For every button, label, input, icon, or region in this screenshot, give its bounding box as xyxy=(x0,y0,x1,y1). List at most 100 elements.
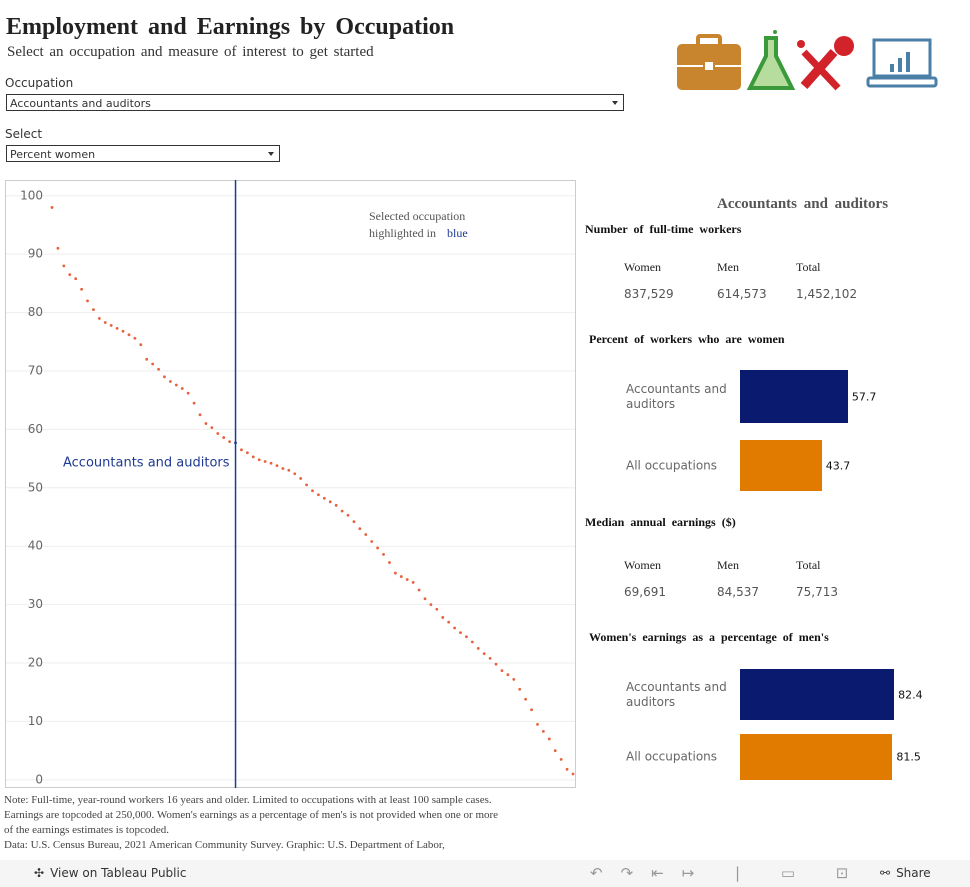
point xyxy=(435,607,439,611)
point xyxy=(151,362,155,366)
point xyxy=(287,468,291,472)
table-cell: 84,537 xyxy=(717,585,759,599)
note: Note: Full-time, year-round workers 16 y… xyxy=(4,794,499,836)
point xyxy=(97,317,101,320)
bar-label: All occupations xyxy=(626,749,718,764)
y-tick-label: 30 xyxy=(28,597,43,611)
table-header: Women xyxy=(624,558,662,572)
point xyxy=(299,477,303,480)
point xyxy=(547,737,551,741)
point xyxy=(293,472,297,476)
point xyxy=(103,321,107,324)
y-tick-label: 80 xyxy=(28,305,43,319)
share-button[interactable]: ⚯ Share xyxy=(880,866,931,880)
point xyxy=(346,513,350,517)
y-tick-label: 10 xyxy=(28,714,43,728)
point xyxy=(234,441,237,445)
bar xyxy=(740,669,895,720)
point xyxy=(536,722,539,726)
point xyxy=(86,299,89,303)
y-tick-label: 90 xyxy=(28,247,43,261)
point xyxy=(216,432,220,435)
point xyxy=(222,436,226,439)
point xyxy=(405,578,409,581)
point xyxy=(506,673,510,677)
point xyxy=(115,326,119,330)
point xyxy=(169,380,172,383)
point xyxy=(228,440,232,444)
section-title: Percent of workers who are women xyxy=(589,332,785,346)
point xyxy=(109,324,113,327)
y-tick-label: 50 xyxy=(28,480,43,494)
bar-label: All occupations xyxy=(626,458,718,472)
y-tick-label: 20 xyxy=(28,656,43,670)
point xyxy=(494,662,498,666)
value-label: 81.5 xyxy=(896,750,921,764)
point xyxy=(157,367,160,371)
point xyxy=(210,426,214,430)
point xyxy=(393,571,397,575)
point xyxy=(530,708,533,712)
point xyxy=(417,588,421,592)
point xyxy=(317,493,320,497)
point xyxy=(50,206,54,209)
point xyxy=(174,383,178,387)
point xyxy=(465,635,468,639)
subtitle: Select an occupation and measure of inte… xyxy=(7,44,374,60)
bar xyxy=(740,440,822,491)
table-header: Total xyxy=(796,558,821,572)
occupation-label: Occupation xyxy=(5,76,74,90)
point xyxy=(571,772,575,776)
point xyxy=(358,527,362,531)
point xyxy=(92,308,95,312)
point xyxy=(524,697,528,701)
y-tick-label: 0 xyxy=(35,772,43,786)
point xyxy=(340,509,344,513)
point xyxy=(441,616,445,619)
point xyxy=(476,647,480,650)
point xyxy=(80,287,84,291)
point xyxy=(322,496,326,500)
section-title: Women's earnings as a percentage of men'… xyxy=(589,630,829,644)
point xyxy=(411,581,415,584)
table-cell: 837,529 xyxy=(624,287,674,301)
occupation-dropdown[interactable]: Accountants and auditors xyxy=(6,94,624,111)
point xyxy=(251,455,255,459)
table-cell: 1,452,102 xyxy=(796,287,858,301)
point xyxy=(198,413,202,417)
point xyxy=(133,336,137,340)
point xyxy=(429,603,433,607)
point xyxy=(305,483,308,487)
annotation: highlighted in xyxy=(369,226,436,240)
point xyxy=(352,520,356,524)
selected-label: Accountants and auditors xyxy=(63,455,230,470)
section-title: Number of full-time workers xyxy=(585,222,742,236)
value-label: 82.4 xyxy=(898,688,923,701)
table-cell: 75,713 xyxy=(796,585,838,599)
table-header: Women xyxy=(624,260,662,274)
value-label: 57.7 xyxy=(851,390,877,403)
footnote: Note: Full-time, year-round workers 16 y… xyxy=(4,793,504,853)
table-header: Men xyxy=(717,260,739,274)
annotation-highlight: blue xyxy=(447,226,468,240)
annotation: Selected occupation xyxy=(369,209,465,223)
section-title: Median annual earnings ($) xyxy=(585,515,736,529)
point xyxy=(559,757,563,761)
point xyxy=(245,451,249,455)
bar xyxy=(740,370,848,423)
point xyxy=(500,669,504,673)
table-cell: 69,691 xyxy=(624,585,666,599)
point xyxy=(121,329,125,333)
point xyxy=(541,729,545,733)
point xyxy=(382,552,385,556)
view-text: View on Tableau Public xyxy=(50,866,187,880)
measure-dropdown[interactable]: Percent women xyxy=(6,145,280,162)
point xyxy=(470,640,474,644)
point xyxy=(334,503,338,507)
point xyxy=(145,357,149,361)
y-tick-label: 70 xyxy=(28,363,43,377)
point xyxy=(240,448,243,452)
toolbar-icons[interactable]: ↶↷⇤↦ | ▭ ⊡ xyxy=(590,864,867,882)
view-button[interactable]: ✣ View on Tableau Public xyxy=(34,866,187,880)
